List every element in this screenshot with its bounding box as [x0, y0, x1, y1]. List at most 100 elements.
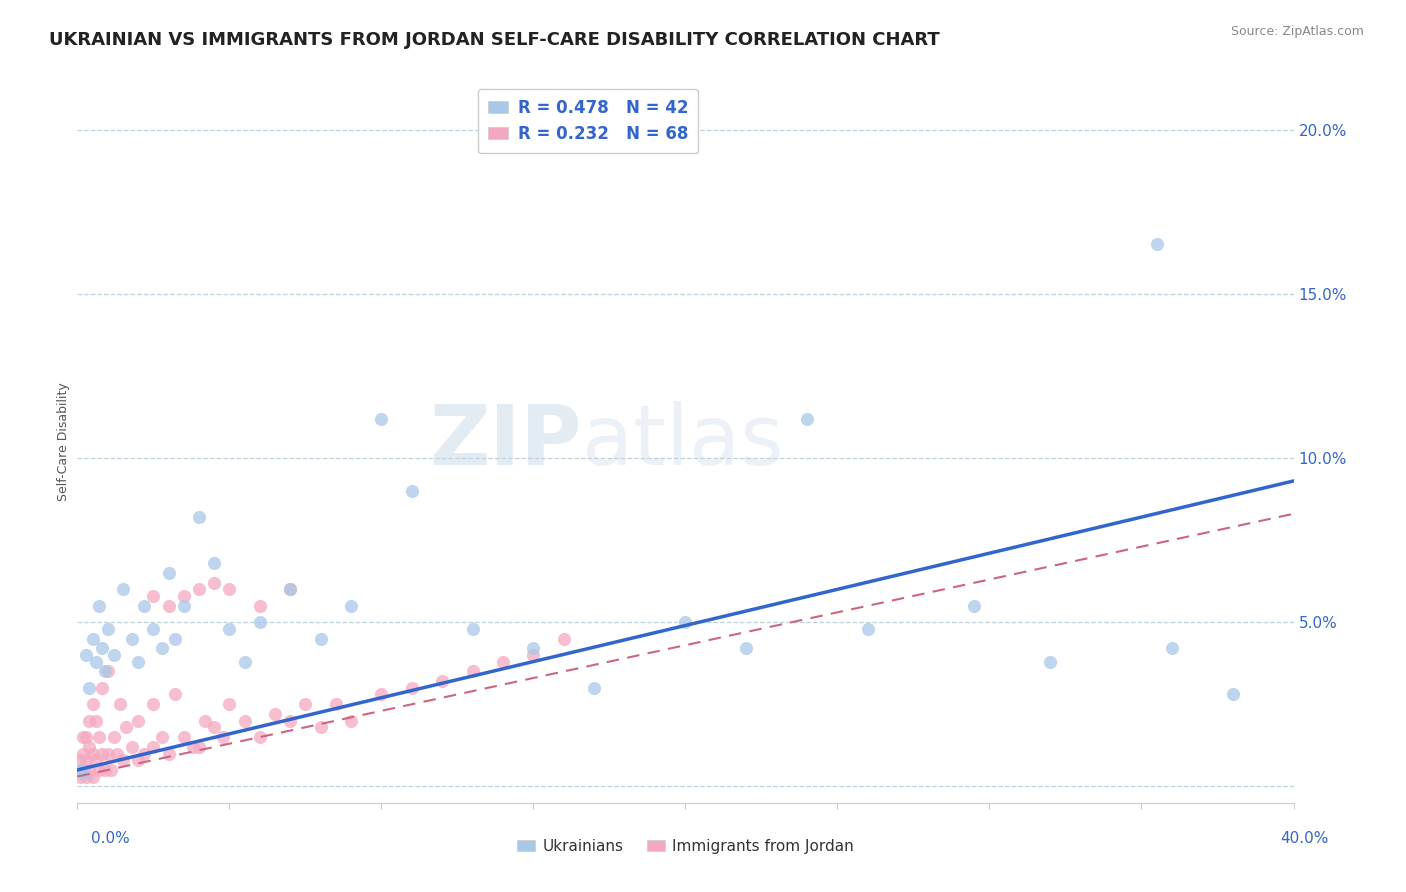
- Point: [100, 763, 122, 777]
- Point: [233, 714, 256, 728]
- Point: [84, 753, 107, 767]
- Point: [461, 665, 484, 679]
- Point: [87, 599, 110, 613]
- Point: [142, 698, 165, 712]
- Point: [401, 681, 423, 695]
- Point: [963, 599, 986, 613]
- Point: [675, 615, 697, 630]
- Point: [97, 622, 120, 636]
- Point: [583, 681, 606, 695]
- Point: [115, 720, 138, 734]
- Point: [108, 698, 131, 712]
- Point: [134, 747, 156, 761]
- Point: [188, 582, 211, 597]
- Point: [93, 763, 115, 777]
- Point: [103, 648, 125, 662]
- Y-axis label: Self-Care Disability: Self-Care Disability: [58, 382, 70, 501]
- Text: Source: ZipAtlas.com: Source: ZipAtlas.com: [1230, 25, 1364, 38]
- Point: [69, 763, 91, 777]
- Point: [152, 730, 174, 744]
- Point: [522, 648, 544, 662]
- Point: [75, 753, 97, 767]
- Point: [79, 714, 101, 728]
- Point: [309, 632, 332, 646]
- Point: [111, 753, 134, 767]
- Point: [75, 648, 97, 662]
- Point: [1161, 641, 1184, 656]
- Point: [157, 599, 180, 613]
- Point: [97, 747, 120, 761]
- Point: [181, 739, 204, 754]
- Point: [522, 641, 544, 656]
- Point: [163, 687, 186, 701]
- Point: [796, 411, 818, 425]
- Point: [127, 655, 149, 669]
- Point: [72, 766, 94, 780]
- Point: [72, 747, 94, 761]
- Point: [194, 714, 217, 728]
- Point: [142, 589, 165, 603]
- Point: [121, 632, 143, 646]
- Point: [82, 770, 104, 784]
- Point: [212, 730, 235, 744]
- Point: [278, 582, 301, 597]
- Point: [157, 747, 180, 761]
- Legend: Ukrainians, Immigrants from Jordan: Ukrainians, Immigrants from Jordan: [510, 833, 860, 860]
- Text: 0.0%: 0.0%: [91, 831, 131, 846]
- Point: [370, 687, 392, 701]
- Point: [111, 582, 134, 597]
- Point: [90, 641, 112, 656]
- Point: [142, 622, 165, 636]
- Point: [75, 770, 97, 784]
- Point: [157, 566, 180, 580]
- Point: [264, 707, 287, 722]
- Point: [278, 582, 301, 597]
- Point: [173, 589, 195, 603]
- Point: [87, 763, 110, 777]
- Point: [163, 632, 186, 646]
- Point: [152, 641, 174, 656]
- Point: [856, 622, 879, 636]
- Point: [735, 641, 758, 656]
- Point: [1039, 655, 1062, 669]
- Point: [492, 655, 515, 669]
- Point: [188, 739, 211, 754]
- Point: [340, 599, 363, 613]
- Point: [90, 747, 112, 761]
- Point: [249, 615, 271, 630]
- Point: [218, 698, 240, 712]
- Point: [79, 739, 101, 754]
- Point: [309, 720, 332, 734]
- Point: [218, 622, 240, 636]
- Point: [84, 655, 107, 669]
- Point: [370, 411, 392, 425]
- Point: [72, 730, 94, 744]
- Point: [82, 747, 104, 761]
- Point: [278, 714, 301, 728]
- Point: [90, 681, 112, 695]
- Point: [87, 730, 110, 744]
- Point: [553, 632, 575, 646]
- Text: ZIP: ZIP: [430, 401, 582, 482]
- Point: [294, 698, 316, 712]
- Text: UKRAINIAN VS IMMIGRANTS FROM JORDAN SELF-CARE DISABILITY CORRELATION CHART: UKRAINIAN VS IMMIGRANTS FROM JORDAN SELF…: [49, 31, 941, 49]
- Point: [233, 655, 256, 669]
- Point: [75, 730, 97, 744]
- Point: [1146, 237, 1168, 252]
- Point: [103, 730, 125, 744]
- Point: [430, 674, 453, 689]
- Point: [79, 681, 101, 695]
- Point: [202, 720, 225, 734]
- Point: [105, 747, 128, 761]
- Text: atlas: atlas: [582, 401, 783, 482]
- Point: [93, 665, 115, 679]
- Point: [82, 698, 104, 712]
- Point: [134, 599, 156, 613]
- Point: [461, 622, 484, 636]
- Point: [1222, 687, 1244, 701]
- Point: [218, 582, 240, 597]
- Point: [69, 770, 91, 784]
- Point: [127, 714, 149, 728]
- Point: [340, 714, 363, 728]
- Point: [173, 730, 195, 744]
